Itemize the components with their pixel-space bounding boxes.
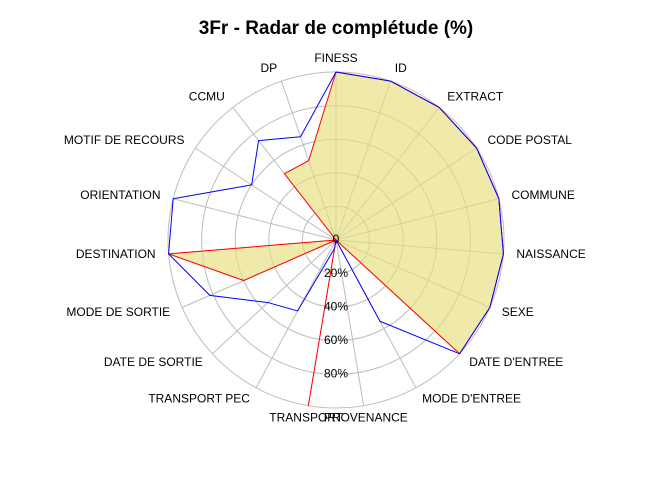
radial-tick-label: 60% [324,333,348,347]
series-2-polygon [168,71,504,355]
category-label: DATE D'ENTREE [469,355,563,369]
category-label: EXTRACT [447,89,504,103]
grid-spoke [212,239,337,355]
category-label: TRANSPORT [269,411,343,425]
category-label: COMMUNE [512,188,575,202]
radial-tick-label: 80% [324,367,348,381]
grid-spoke [173,198,337,241]
category-label: FINESS [314,51,357,65]
category-labels: FINESS ID EXTRACT CODE POSTAL COMMUNE NAISSAN… [64,51,586,425]
category-label: DESTINATION [76,247,156,261]
radar-series [168,71,504,407]
radial-tick-label: 20% [324,266,348,280]
grid-spoke [195,147,337,241]
category-label: MOTIF DE RECOURS [64,133,185,147]
category-label: MODE DE SORTIE [66,305,170,319]
category-label: SEXE [502,305,534,319]
category-label: CODE POSTAL [488,133,573,147]
chart-title: 3Fr - Radar de complétude (%) [198,18,474,39]
category-label: CCMU [189,89,225,103]
radial-tick-label: 0 [333,232,340,246]
category-label: ID [395,61,407,75]
category-label: MODE D'ENTREE [422,391,521,405]
category-label: TRANSPORT PEC [148,391,250,405]
category-label: PROVENANCE [324,411,408,425]
category-label: ORIENTATION [80,188,160,202]
category-label: DATE DE SORTIE [104,355,203,369]
category-label: DP [261,61,278,75]
category-label: NAISSANCE [516,247,585,261]
radial-tick-labels: 0 20% 40% 60% 80% [324,232,348,380]
grid-spoke [335,239,365,406]
grid-spoke [255,239,337,388]
radial-tick-label: 40% [324,299,348,313]
